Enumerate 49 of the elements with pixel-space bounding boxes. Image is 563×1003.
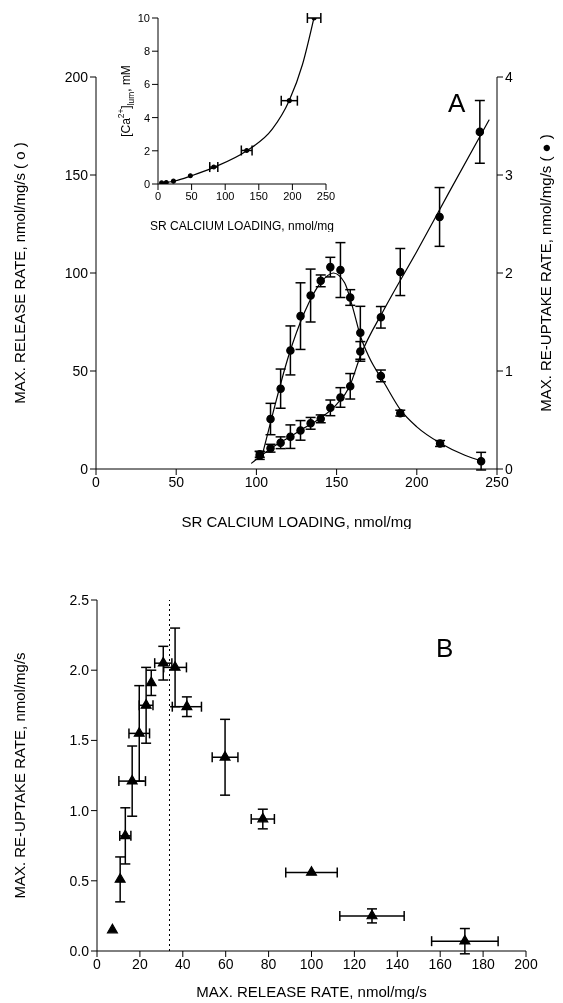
x-tick-label: 60 bbox=[217, 955, 234, 972]
y-tick-label: 2.5 bbox=[69, 591, 90, 608]
x-tick-label: 20 bbox=[132, 955, 148, 972]
x-tick-label: 50 bbox=[185, 189, 198, 202]
annotation: A bbox=[448, 88, 466, 119]
x-tick-label: 140 bbox=[385, 955, 410, 972]
x-tick-label: 120 bbox=[342, 955, 367, 972]
y-tick-label: 50 bbox=[72, 362, 89, 379]
y2-axis-title: MAX. RE-UPTAKE RATE, nmol/mg/s ( ● ) bbox=[536, 134, 553, 412]
y2-tick-label: 3 bbox=[505, 166, 513, 183]
y-tick-label: 200 bbox=[64, 68, 89, 85]
y-axis-title: MAX. RELEASE RATE, nmol/mg/s ( o ) bbox=[10, 142, 27, 404]
y2-tick-label: 4 bbox=[505, 68, 513, 85]
y-tick-label: 0.0 bbox=[69, 942, 90, 959]
x-tick-label: 0 bbox=[154, 189, 162, 202]
x-axis-title: SR CALCIUM LOADING, nmol/mg bbox=[149, 219, 335, 233]
x-tick-label: 180 bbox=[471, 955, 495, 972]
x-tick-label: 0 bbox=[92, 473, 101, 490]
x-tick-label: 200 bbox=[514, 955, 538, 972]
y-tick-label: 10 bbox=[137, 11, 150, 24]
x-tick-label: 80 bbox=[260, 955, 277, 972]
x-tick-label: 0 bbox=[93, 955, 102, 972]
x-tick-label: 50 bbox=[168, 473, 185, 490]
y-tick-label: 8 bbox=[143, 45, 150, 58]
y-tick-label: 6 bbox=[143, 78, 150, 91]
x-tick-label: 150 bbox=[249, 189, 268, 202]
y-tick-label: 1.0 bbox=[69, 802, 90, 819]
y-tick-label: 100 bbox=[64, 264, 89, 281]
y-tick-label: 0 bbox=[143, 177, 150, 190]
x-tick-label: 200 bbox=[283, 189, 302, 202]
y2-tick-label: 1 bbox=[505, 362, 513, 379]
x-tick-label: 250 bbox=[316, 189, 336, 202]
y-tick-label: 0 bbox=[80, 460, 89, 477]
x-tick-label: 200 bbox=[405, 473, 429, 490]
y2-tick-label: 2 bbox=[505, 264, 513, 281]
x-tick-label: 100 bbox=[299, 955, 324, 972]
y-tick-label: 2.0 bbox=[69, 662, 90, 679]
y-axis-title: MAX. RE-UPTAKE RATE, nmol/mg/s bbox=[10, 652, 27, 899]
y-tick-label: 150 bbox=[64, 166, 89, 183]
x-tick-label: 160 bbox=[428, 955, 453, 972]
x-tick-label: 100 bbox=[244, 473, 269, 490]
x-tick-label: 40 bbox=[175, 955, 191, 972]
y-tick-label: 0.5 bbox=[69, 872, 90, 889]
y-tick-label: 4 bbox=[143, 111, 150, 124]
y-tick-label: 1.5 bbox=[69, 732, 90, 749]
x-tick-label: 100 bbox=[216, 189, 235, 202]
annotation: B bbox=[436, 633, 454, 664]
x-tick-label: 150 bbox=[324, 473, 349, 490]
y-tick-label: 2 bbox=[143, 144, 150, 157]
